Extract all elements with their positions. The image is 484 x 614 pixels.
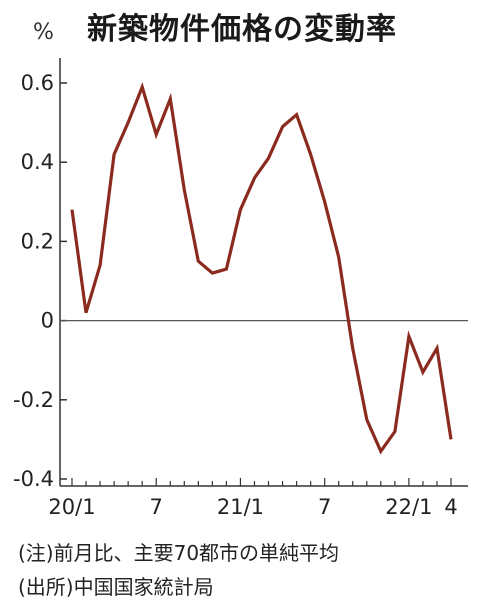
chart-source: (出所)中国国家統計局 (18, 575, 214, 599)
y-tick-label: -0.2 (13, 388, 54, 412)
x-tick-label: 20/1 (48, 495, 95, 519)
chart-note: (注)前月比、主要70都市の単純平均 (18, 541, 340, 565)
chart-title: 新築物件価格の変動率 (87, 12, 397, 47)
y-tick-label: -0.4 (13, 467, 54, 491)
x-tick-label: 7 (150, 495, 163, 519)
series-line (70, 82, 453, 455)
y-tick-label: 0.2 (21, 229, 54, 253)
x-tick-label: 7 (318, 495, 331, 519)
chart-axes (59, 58, 468, 487)
x-tick-label: 4 (444, 495, 457, 519)
chart-tick-labels: 0.6 0.4 0.2 0 -0.2 -0.4 20/1 7 21/1 7 22/1 4 (13, 71, 458, 519)
x-tick-label: 22/1 (385, 495, 432, 519)
y-tick-label: 0 (41, 309, 54, 333)
x-tick-label: 21/1 (217, 495, 264, 519)
y-tick-label: 0.4 (21, 150, 54, 174)
y-axis-unit: % (33, 20, 54, 45)
chart-series (70, 82, 453, 455)
y-tick-label: 0.6 (21, 71, 54, 95)
